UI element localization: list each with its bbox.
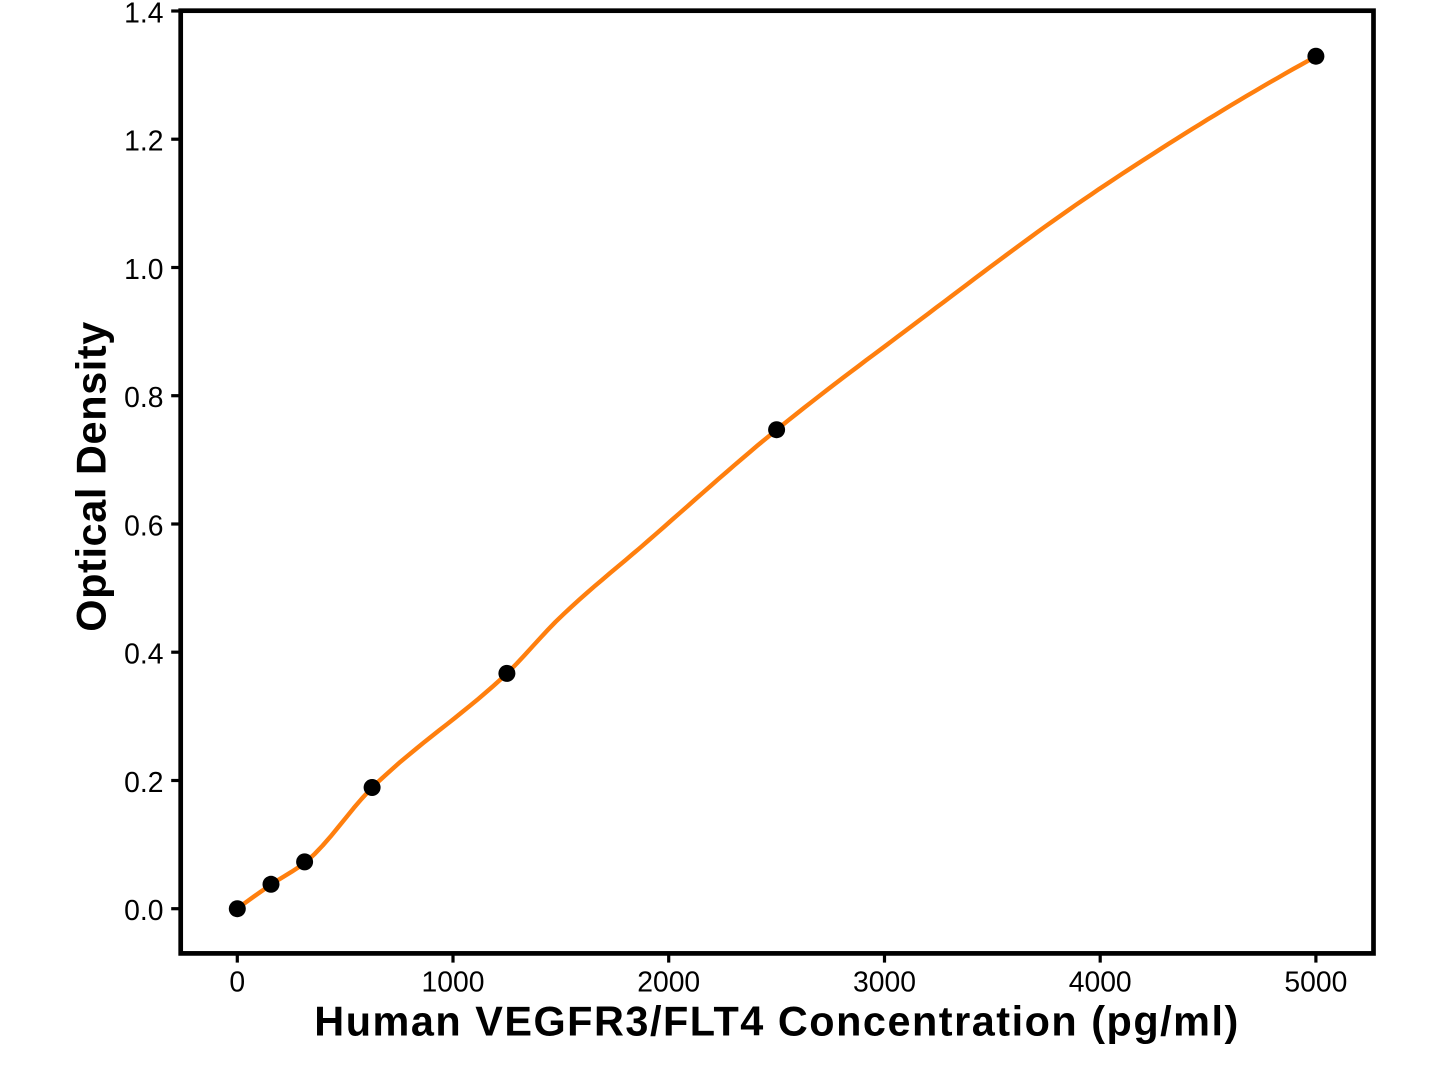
svg-text:5000: 5000 bbox=[1284, 965, 1347, 997]
svg-text:1.0: 1.0 bbox=[124, 253, 163, 285]
svg-text:4000: 4000 bbox=[1069, 965, 1132, 997]
svg-text:3000: 3000 bbox=[853, 965, 916, 997]
svg-text:0: 0 bbox=[229, 965, 245, 997]
svg-text:0.2: 0.2 bbox=[124, 766, 163, 798]
svg-text:0.0: 0.0 bbox=[124, 894, 163, 926]
svg-text:0.6: 0.6 bbox=[124, 509, 163, 541]
svg-text:Human VEGFR3/FLT4 Concentratio: Human VEGFR3/FLT4 Concentration (pg/ml) bbox=[314, 999, 1238, 1045]
svg-text:Optical Density: Optical Density bbox=[68, 322, 114, 632]
svg-text:1000: 1000 bbox=[422, 965, 485, 997]
svg-text:0.4: 0.4 bbox=[124, 638, 163, 670]
svg-text:2000: 2000 bbox=[637, 965, 700, 997]
svg-text:0.8: 0.8 bbox=[124, 381, 163, 413]
svg-text:1.2: 1.2 bbox=[124, 125, 163, 157]
svg-text:1.4: 1.4 bbox=[124, 0, 163, 28]
